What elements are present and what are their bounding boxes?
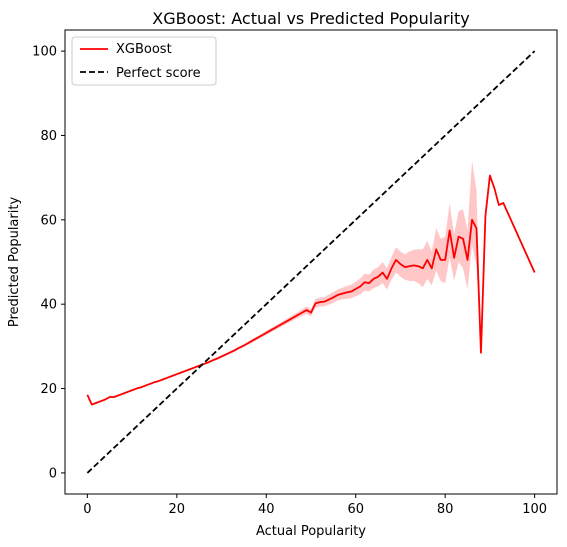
legend: XGBoost Perfect score [71,36,217,86]
legend-label-xgboost: XGBoost [116,42,172,57]
x-tick-label: 0 [83,502,91,517]
legend-label-perfect-score: Perfect score [116,66,201,81]
y-tick-label: 40 [40,298,57,313]
x-tick-label: 100 [522,502,547,517]
axes-frame [64,29,558,495]
series-line-perfect-score [86,50,536,474]
x-axis-ticks: 0 20 40 60 80 100 [83,494,547,517]
y-tick-label: 80 [40,129,57,144]
x-tick-label: 60 [347,502,364,517]
y-axis-label: Predicted Popularity [7,197,22,328]
y-tick-label: 60 [40,213,57,228]
series-line-layer [86,50,536,474]
y-tick-label: 20 [40,382,57,397]
x-axis-label: Actual Popularity [256,524,366,539]
x-tick-label: 80 [437,502,454,517]
series-line-xgboost [86,174,536,406]
y-axis-ticks: 0 20 40 60 80 100 [32,45,65,481]
chart-title: XGBoost: Actual vs Predicted Popularity [152,9,469,28]
y-tick-label: 0 [49,466,57,481]
x-tick-label: 40 [258,502,275,517]
plot-area [64,29,558,495]
y-tick-label: 100 [32,45,57,60]
x-tick-label: 20 [169,502,186,517]
